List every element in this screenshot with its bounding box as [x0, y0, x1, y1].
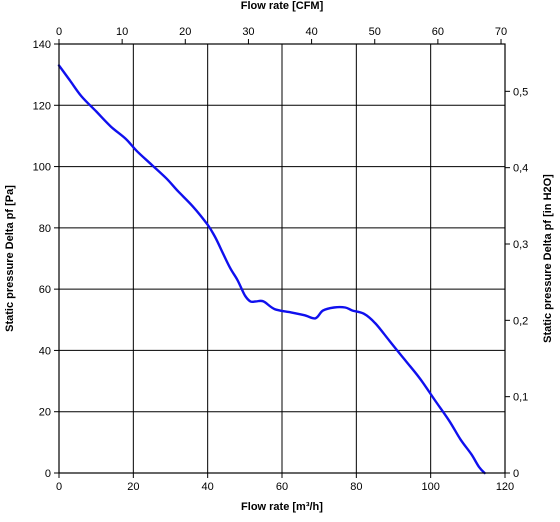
- right-tick-label: 0,1: [513, 392, 528, 404]
- bottom-tick-label: 60: [276, 481, 288, 493]
- top-tick-label: 10: [116, 26, 128, 38]
- bottom-tick-label: 100: [421, 481, 439, 493]
- axis-ticks: [54, 39, 510, 478]
- right-tick-label: 0,5: [513, 86, 528, 98]
- top-tick-label: 40: [305, 26, 317, 38]
- plot-frame: [58, 43, 506, 474]
- right-tick-label: 0,4: [513, 163, 528, 175]
- top-tick-label: 0: [56, 26, 62, 38]
- series-layer: [57, 64, 486, 475]
- left-tick-label: 40: [39, 345, 51, 357]
- left-tick-label: 120: [33, 100, 51, 112]
- grid: [59, 44, 505, 473]
- top-tick-label: 30: [242, 26, 254, 38]
- pressure-curve: [57, 64, 486, 475]
- bottom-tick-label: 40: [202, 481, 214, 493]
- right-axis-title: Static pressure Delta pf [in H2O]: [542, 174, 554, 343]
- top-axis-title: Flow rate [CFM]: [241, 0, 324, 12]
- right-tick-label: 0: [513, 468, 519, 480]
- bottom-tick-label: 80: [350, 481, 362, 493]
- right-tick-label: 0,3: [513, 239, 528, 251]
- left-tick-label: 60: [39, 284, 51, 296]
- bottom-tick-label: 120: [496, 481, 514, 493]
- left-tick-label: 100: [33, 162, 51, 174]
- top-tick-label: 20: [179, 26, 191, 38]
- left-tick-label: 20: [39, 407, 51, 419]
- top-tick-label: 60: [432, 26, 444, 38]
- left-axis-title: Static pressure Delta pf [Pa]: [4, 185, 16, 332]
- left-tick-label: 80: [39, 223, 51, 235]
- top-tick-label: 50: [369, 26, 381, 38]
- bottom-axis-title: Flow rate [m³/h]: [241, 501, 323, 513]
- bottom-tick-label: 20: [127, 481, 139, 493]
- top-tick-label: 70: [495, 26, 507, 38]
- left-tick-label: 140: [33, 39, 51, 51]
- bottom-tick-label: 0: [56, 481, 62, 493]
- left-tick-label: 0: [45, 468, 51, 480]
- right-tick-label: 0,2: [513, 315, 528, 327]
